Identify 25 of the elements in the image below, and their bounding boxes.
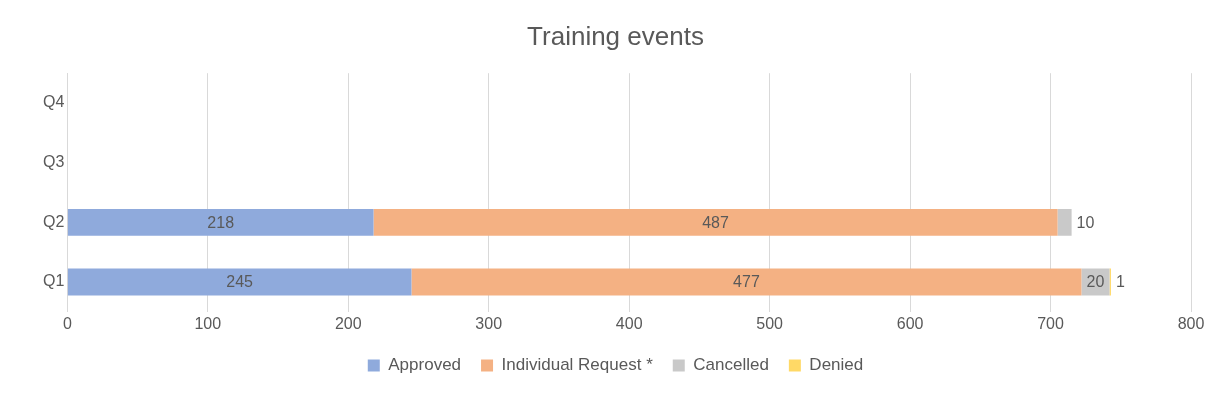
y-tick-label: Q3 [43,153,65,171]
legend-label: Individual Request * [501,355,654,375]
data-label: 477 [733,273,760,291]
x-tick-label: 200 [334,314,362,332]
x-tick-label: 700 [1037,314,1064,332]
data-label: 20 [1086,273,1105,291]
y-tick-label: Q2 [43,212,65,230]
y-tick-label: Q1 [43,272,65,290]
data-label: 487 [702,213,729,231]
x-tick-label: 400 [615,314,643,332]
y-tick-label: Q4 [43,93,65,111]
data-label: 10 [1076,213,1095,231]
legend-label: Denied [809,355,864,375]
legend-label: Approved [388,355,462,375]
x-tick-label: 800 [1177,314,1205,332]
x-tick-label: 100 [194,314,222,332]
data-label: 218 [207,213,235,231]
x-tick-label: 300 [475,314,503,332]
x-tick-label: 500 [756,314,784,332]
data-label: 245 [226,273,254,291]
x-tick-label: 600 [896,314,924,332]
x-tick-label: 0 [62,314,72,332]
data-label: 1 [1115,273,1125,291]
chart-title: Training events [527,20,704,51]
legend-label: Cancelled [693,355,769,375]
